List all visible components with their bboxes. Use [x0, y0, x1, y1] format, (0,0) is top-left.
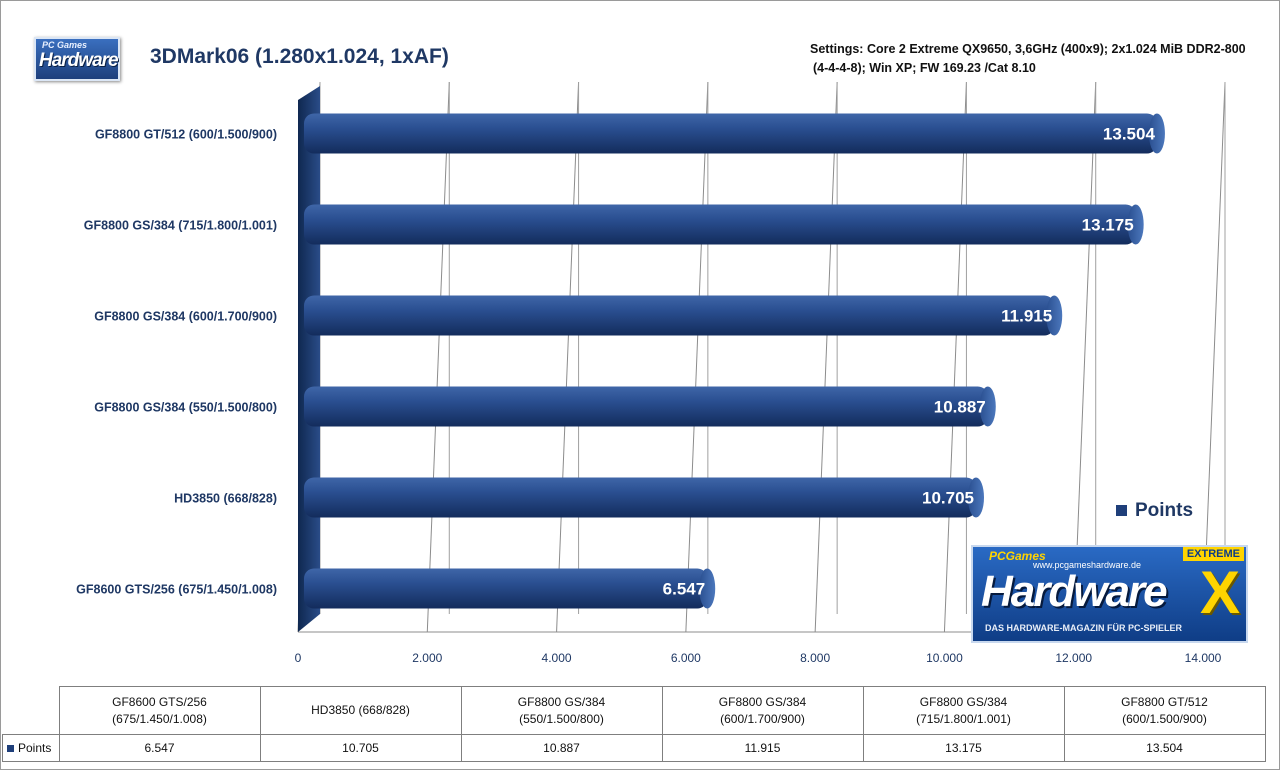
logo-main-text: Hardware	[981, 567, 1168, 616]
bar: 13.175	[304, 204, 1144, 245]
x-tick-label: 12.000	[1055, 651, 1092, 665]
logo-url-text: www.pcgameshardware.de	[1033, 560, 1142, 570]
bar-cap	[1127, 204, 1144, 245]
x-tick-labels: 0 2.000 4.000 6.000 8.000 10.000 12.000 14.000	[295, 651, 1222, 665]
category-label: GF8800 GT/512 (600/1.500/900)	[95, 128, 277, 142]
category-label: GF8800 GS/384 (550/1.500/800)	[94, 401, 277, 415]
bar-body	[304, 477, 977, 518]
bar: 6.547	[304, 568, 716, 609]
bar-value-label: 10.705	[922, 489, 974, 508]
data-table-value-cell: 6.547	[58, 734, 261, 762]
bar-value-label: 13.504	[1103, 125, 1156, 144]
bar-plot: 13.504 13.175 11.915 10.887 10.705 6.547 GF88…	[76, 81, 1226, 665]
bar-cap	[968, 477, 985, 518]
logo-edition-badge: EXTREME	[1182, 547, 1244, 561]
data-table-corner	[2, 686, 60, 735]
data-table-header-cell: GF8800 GS/384 (715/1.800/1.001)	[862, 686, 1065, 735]
category-label: GF8800 GS/384 (600/1.700/900)	[94, 310, 277, 324]
x-tick-label: 2.000	[412, 651, 442, 665]
data-table-value-cell: 10.705	[259, 734, 462, 762]
x-tick-label: 6.000	[671, 651, 701, 665]
logo-small-top-text: PC Games	[42, 40, 88, 50]
gridline	[1202, 81, 1226, 633]
bar: 10.705	[304, 477, 985, 518]
subtitle-line-1: Settings: Core 2 Extreme QX9650, 3,6GHz …	[810, 42, 1246, 56]
legend: Points	[1116, 500, 1193, 522]
data-table-legend-key	[7, 745, 14, 753]
bar-body	[304, 113, 1157, 154]
bar-body	[304, 295, 1055, 336]
data-table: GF8600 GTS/256 (675/1.450/1.008) HD3850 (…	[2, 686, 1266, 762]
gridline	[943, 81, 967, 633]
bar-cap	[979, 386, 996, 427]
bar: 13.504	[304, 113, 1165, 154]
x-tick-label: 10.000	[926, 651, 963, 665]
data-table-header-cell: GF8600 GTS/256 (675/1.450/1.008)	[58, 686, 261, 735]
data-table-value-cell: 13.504	[1063, 734, 1266, 762]
subtitle-line-2: (4-4-4-8); Win XP; FW 169.23 /Cat 8.10	[813, 61, 1036, 75]
gridline	[685, 81, 709, 633]
data-table-value-cell: 13.175	[862, 734, 1065, 762]
axis-wall	[298, 86, 320, 632]
x-tick-label: 4.000	[542, 651, 572, 665]
x-tick-label: 0	[295, 651, 302, 665]
gridline	[814, 81, 838, 633]
logo-x-mark: X	[1199, 559, 1240, 626]
gridline	[556, 81, 580, 633]
bar-value-label: 13.175	[1082, 216, 1134, 235]
bar-cap	[699, 568, 716, 609]
logo-small-main-text: Hardware	[39, 50, 119, 71]
bar-value-label: 11.915	[1001, 307, 1052, 326]
bar-cap	[1046, 295, 1063, 336]
bar-value-label: 10.887	[934, 398, 986, 417]
pcgh-extreme-logo: PCGames www.pcgameshardware.de Hardware …	[971, 545, 1248, 643]
gridline	[1073, 81, 1097, 633]
data-table-header-cell: GF8800 GS/384 (550/1.500/800)	[460, 686, 663, 735]
bars-layer: 13.504 13.175 11.915 10.887 10.705 6.547	[304, 113, 1165, 609]
bar-body	[304, 568, 708, 609]
legend-swatch	[1116, 505, 1127, 517]
legend-label: Points	[1135, 500, 1194, 521]
data-table-value-cell: 11.915	[661, 734, 864, 762]
gridline	[426, 81, 450, 633]
category-label: GF8600 GTS/256 (675/1.450/1.008)	[76, 583, 277, 597]
pcgh-logo-small: PC Games Hardware	[34, 37, 120, 81]
bar-cap	[1148, 113, 1165, 154]
data-table-values-row: Points 6.547 10.705 10.887 11.915 13.175…	[2, 734, 1266, 762]
data-table-row-header: Points	[2, 734, 60, 762]
category-labels: GF8800 GT/512 (600/1.500/900) GF8800 GS/3…	[76, 128, 277, 597]
data-table-header-cell: HD3850 (668/828)	[259, 686, 462, 735]
data-table-header-row: GF8600 GTS/256 (675/1.450/1.008) HD3850 (…	[2, 686, 1266, 735]
category-label: GF8800 GS/384 (715/1.800/1.001)	[84, 219, 277, 233]
bar-body	[304, 386, 988, 427]
bar-body	[304, 204, 1136, 245]
data-table-value-cell: 10.887	[460, 734, 663, 762]
bar: 11.915	[304, 295, 1063, 336]
x-tick-label: 8.000	[800, 651, 830, 665]
logo-games-text: PCGames	[989, 549, 1046, 563]
category-label: HD3850 (668/828)	[174, 492, 277, 506]
data-table-header-cell: GF8800 GS/384 (600/1.700/900)	[661, 686, 864, 735]
chart-subtitle: Settings: Core 2 Extreme QX9650, 3,6GHz …	[810, 40, 1275, 78]
chart-title: 3DMark06 (1.280x1.024, 1xAF)	[150, 45, 449, 68]
x-tick-label: 14.000	[1185, 651, 1222, 665]
data-table-header-cell: GF8800 GT/512 (600/1.500/900)	[1063, 686, 1266, 735]
logo-tagline-text: DAS HARDWARE-MAGAZIN FÜR PC-SPIELER	[985, 623, 1182, 633]
bar-value-label: 6.547	[663, 580, 706, 599]
bar: 10.887	[304, 386, 996, 427]
